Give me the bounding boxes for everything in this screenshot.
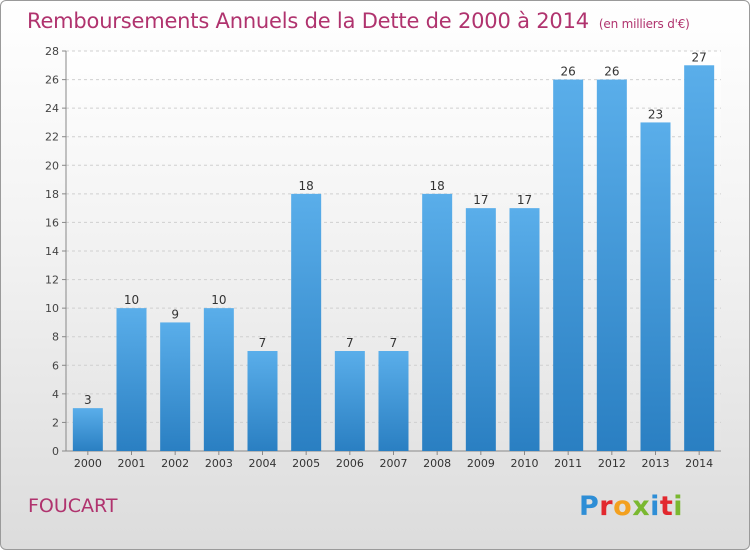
bar-value-label: 9 bbox=[171, 307, 179, 321]
logo-letter: i bbox=[673, 491, 684, 522]
bar bbox=[509, 208, 540, 451]
x-tick-label: 2010 bbox=[511, 457, 539, 470]
bar bbox=[247, 351, 278, 451]
bar bbox=[640, 122, 671, 451]
x-tick-label: 2011 bbox=[554, 457, 582, 470]
y-tick-label: 14 bbox=[45, 245, 59, 258]
bar bbox=[334, 351, 365, 451]
y-tick-label: 28 bbox=[45, 45, 59, 58]
bar bbox=[422, 193, 453, 451]
bar-value-label: 17 bbox=[517, 193, 532, 207]
bar bbox=[553, 79, 584, 452]
x-tick-label: 2003 bbox=[205, 457, 233, 470]
x-tick-label: 2005 bbox=[292, 457, 320, 470]
x-tick-label: 2001 bbox=[118, 457, 146, 470]
x-tick-label: 2014 bbox=[685, 457, 713, 470]
bar-value-label: 3 bbox=[84, 393, 92, 407]
logo-letter: P bbox=[579, 491, 600, 522]
y-tick-label: 4 bbox=[52, 388, 59, 401]
y-tick-label: 24 bbox=[45, 102, 59, 115]
bar-value-label: 17 bbox=[473, 193, 488, 207]
bar-value-label: 23 bbox=[648, 107, 663, 121]
y-tick-label: 22 bbox=[45, 131, 59, 144]
x-tick-label: 2012 bbox=[598, 457, 626, 470]
y-tick-label: 12 bbox=[45, 274, 59, 287]
y-tick-label: 8 bbox=[52, 331, 59, 344]
y-tick-label: 26 bbox=[45, 74, 59, 87]
bar bbox=[465, 208, 496, 451]
commune-name: FOUCART bbox=[28, 495, 118, 517]
x-tick-label: 2013 bbox=[642, 457, 670, 470]
bar bbox=[684, 65, 715, 452]
y-tick-label: 20 bbox=[45, 159, 59, 172]
bar-value-label: 7 bbox=[259, 336, 267, 350]
x-tick-label: 2009 bbox=[467, 457, 495, 470]
logo-letter: t bbox=[659, 491, 674, 522]
bar-value-label: 26 bbox=[561, 65, 576, 79]
bar-value-label: 26 bbox=[604, 65, 619, 79]
x-tick-label: 2008 bbox=[423, 457, 451, 470]
bar bbox=[596, 79, 627, 452]
y-tick-label: 10 bbox=[45, 302, 59, 315]
y-tick-label: 18 bbox=[45, 188, 59, 201]
bar bbox=[203, 308, 234, 451]
logo-letter: i bbox=[650, 491, 660, 522]
logo-letter: r bbox=[599, 491, 614, 522]
x-tick-label: 2002 bbox=[161, 457, 189, 470]
bar-value-label: 10 bbox=[124, 293, 139, 307]
y-tick-label: 6 bbox=[52, 359, 59, 372]
unit-label: (en milliers d'€) bbox=[598, 17, 690, 31]
x-tick-label: 2000 bbox=[74, 457, 102, 470]
bar bbox=[160, 322, 191, 451]
x-tick-label: 2006 bbox=[336, 457, 364, 470]
y-tick-label: 16 bbox=[45, 216, 59, 229]
bar-value-label: 7 bbox=[346, 336, 354, 350]
bar bbox=[72, 408, 103, 451]
bar-value-label: 27 bbox=[692, 50, 707, 64]
bar bbox=[378, 351, 409, 451]
x-tick-label: 2007 bbox=[380, 457, 408, 470]
logo-letter: o bbox=[613, 491, 633, 522]
bar bbox=[291, 193, 322, 451]
title-text: Remboursements Annuels de la Dette de 20… bbox=[27, 9, 589, 33]
proxiti-logo: Proxiti bbox=[579, 491, 683, 522]
bar-value-label: 18 bbox=[430, 179, 445, 193]
bar-value-label: 10 bbox=[211, 293, 226, 307]
y-tick-label: 2 bbox=[52, 416, 59, 429]
logo-letter: x bbox=[632, 491, 651, 522]
bar-value-label: 18 bbox=[299, 179, 314, 193]
bar-value-label: 7 bbox=[390, 336, 398, 350]
bar bbox=[116, 308, 147, 451]
chart-title: Remboursements Annuels de la Dette de 20… bbox=[27, 9, 690, 33]
x-tick-label: 2004 bbox=[249, 457, 277, 470]
y-tick-label: 0 bbox=[52, 445, 59, 458]
